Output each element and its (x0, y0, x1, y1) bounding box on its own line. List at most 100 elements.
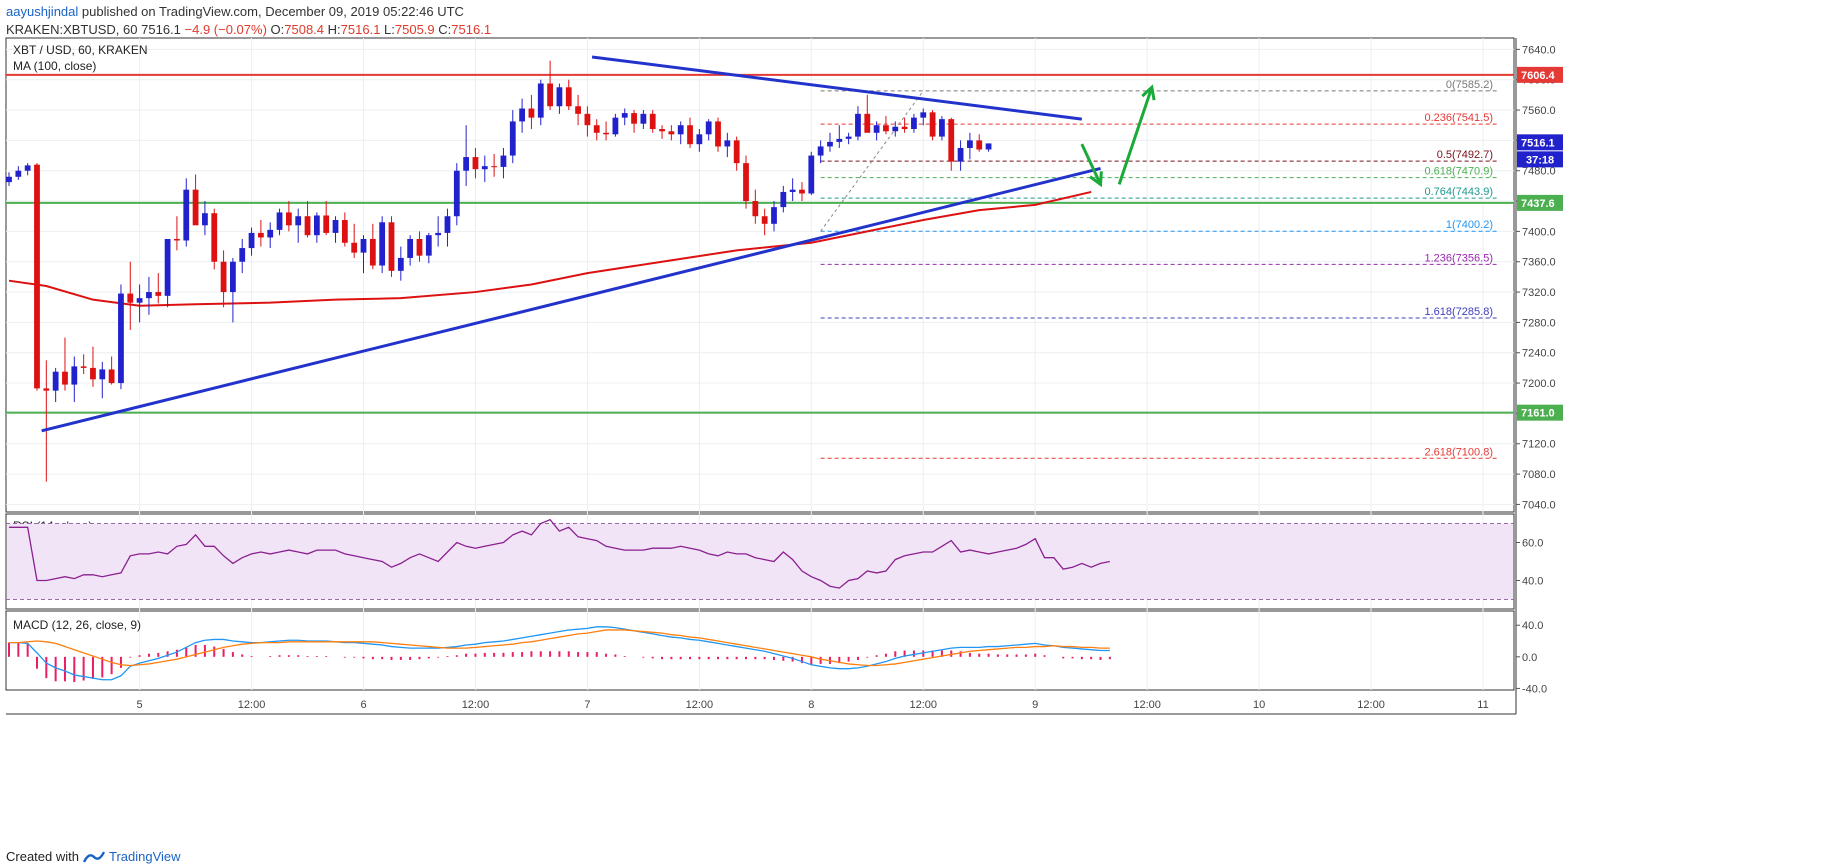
candle (332, 216, 339, 243)
author-link[interactable]: aayushjindal (6, 4, 79, 19)
candle (808, 151, 815, 195)
candle-body (155, 292, 162, 296)
candle (164, 238, 171, 308)
open-value: 7508.4 (284, 22, 325, 37)
candle (444, 208, 451, 247)
candle-body (341, 220, 348, 243)
resistance-price-tag (1517, 66, 1563, 83)
publish-info: published on TradingView.com, December 0… (78, 4, 464, 19)
rsi-band (7, 523, 1513, 600)
macd-y-tick-label: -40.0 (1522, 683, 1547, 695)
countdown-label: 37:18 (1526, 154, 1554, 166)
candle-body (146, 292, 152, 299)
fib-level-label: 1.618(7285.8) (1425, 306, 1494, 318)
candle-body (174, 238, 180, 241)
high-label: H: (327, 22, 341, 37)
candle-body (761, 216, 768, 224)
footer: Created with TradingView (6, 849, 181, 864)
candle (34, 163, 40, 391)
support-price-tag (1517, 194, 1563, 211)
candle (202, 201, 208, 236)
candle-body (118, 293, 124, 384)
candle-body (276, 212, 283, 230)
candle-body (99, 369, 106, 380)
candle (715, 117, 721, 152)
y-tick-label: 7120.0 (1522, 439, 1556, 451)
candle-body (62, 371, 68, 385)
candle-body (127, 293, 134, 303)
candle (379, 216, 386, 274)
open-label: O: (270, 22, 285, 37)
candle-body (733, 140, 740, 164)
candle (901, 117, 908, 133)
support-price-tag (1517, 404, 1563, 421)
candle-body (939, 119, 945, 137)
candle (509, 110, 516, 164)
candle-body (715, 121, 721, 147)
candle-body (332, 220, 339, 233)
candle (883, 116, 889, 135)
candle (71, 356, 78, 403)
candle (230, 257, 236, 323)
candle-body (836, 138, 843, 142)
candle (668, 125, 675, 141)
candle (146, 276, 152, 315)
candle-body (780, 191, 787, 208)
candle-body (547, 83, 553, 107)
x-tick-label: 12:00 (238, 699, 266, 711)
candle (771, 201, 777, 232)
candle (705, 119, 712, 141)
candle (911, 113, 917, 133)
candle (43, 360, 50, 482)
candle-body (892, 126, 899, 132)
x-tick-label: 12:00 (1357, 699, 1385, 711)
candle (892, 121, 899, 137)
tradingview-link[interactable]: TradingView (108, 849, 181, 864)
candle (677, 121, 684, 145)
candle-body (967, 140, 973, 148)
candle-body (845, 136, 852, 139)
x-tick-label: 9 (1032, 699, 1038, 711)
x-tick-label: 8 (808, 699, 814, 711)
candle-body (43, 388, 50, 391)
candle-body (948, 119, 955, 162)
pair-legend: XBT / USD, 60, KRAKEN (13, 43, 148, 57)
candle-body (388, 222, 395, 271)
signal-line (9, 629, 1110, 667)
rsi-y-tick-label: 40.0 (1522, 576, 1543, 588)
fib-anchor-line (820, 90, 924, 232)
candle-body (491, 166, 498, 168)
candle (62, 337, 68, 391)
candle-body (855, 113, 861, 137)
candle-body (285, 212, 292, 226)
candle-body (444, 216, 451, 233)
candle-body (360, 238, 367, 253)
candle-body (668, 131, 675, 135)
candle (687, 117, 693, 148)
fib-level-label: 0.5(7492.7) (1437, 149, 1493, 161)
candle-body (34, 164, 40, 389)
quote-line: KRAKEN:XBTUSD, 60 7516.1 −4.9 (−0.07%) O… (6, 22, 491, 37)
candle (631, 110, 637, 133)
candle-body (519, 108, 525, 122)
countdown-tag (1517, 151, 1563, 168)
candle-body (593, 125, 600, 133)
candle-body (164, 238, 171, 296)
candle (481, 155, 488, 183)
candle (6, 172, 12, 186)
candle (369, 223, 376, 270)
x-tick-label: 12:00 (909, 699, 937, 711)
candle (257, 220, 264, 247)
falling-resistance-trendline (591, 55, 1083, 121)
candle-body (192, 189, 199, 226)
candle (528, 94, 535, 130)
candle-body (612, 117, 619, 135)
candle (612, 113, 619, 137)
candle (285, 201, 292, 232)
rising-support-trendline (41, 166, 1101, 433)
candle-body (453, 170, 460, 217)
candle (276, 208, 283, 236)
macd-line (9, 626, 1110, 681)
y-tick-label: 7240.0 (1522, 348, 1556, 360)
candle-body (920, 112, 927, 118)
